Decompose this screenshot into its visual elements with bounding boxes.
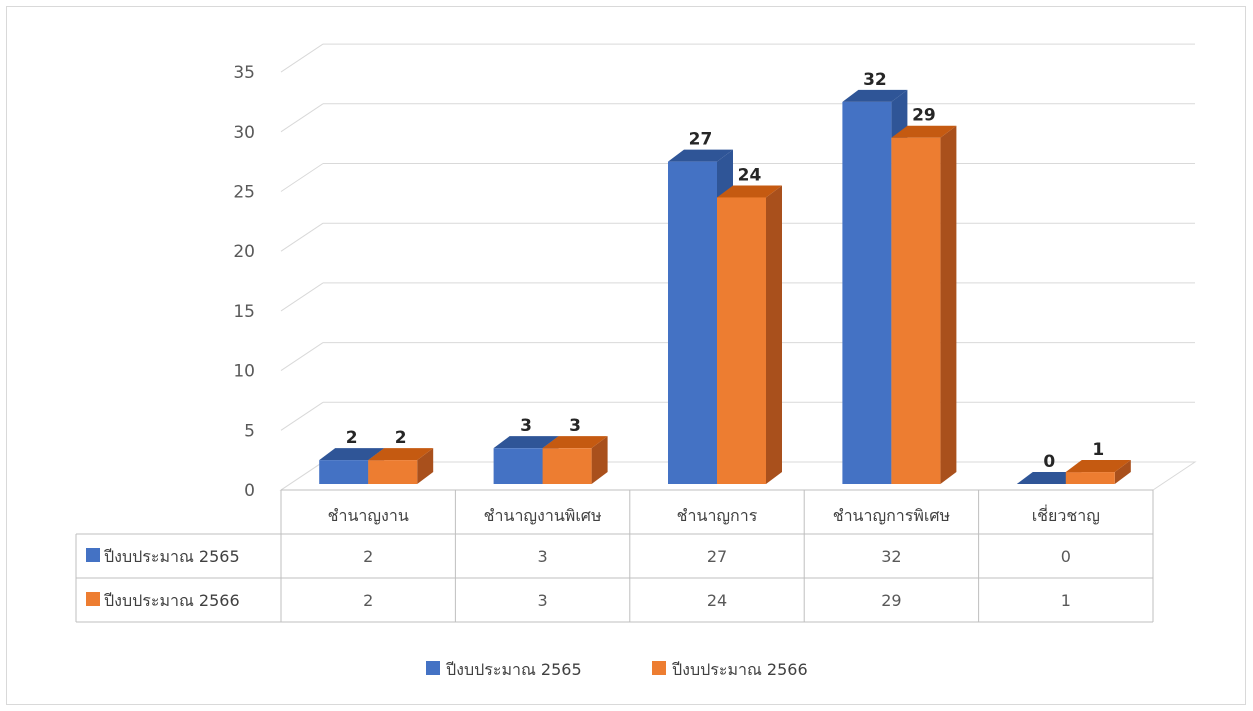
- y-tick-label: 25: [233, 183, 255, 203]
- bar: [668, 161, 717, 484]
- table-cell: 2: [363, 591, 373, 610]
- table-series-name: ปีงบประมาณ 2566: [104, 591, 240, 610]
- gridline-side: [280, 222, 324, 252]
- gridline-side: [280, 163, 324, 192]
- bar-side: [1114, 460, 1131, 484]
- data-label: 2: [395, 428, 407, 448]
- bar: [542, 448, 592, 484]
- bar-top: [368, 448, 434, 461]
- bar-top: [493, 436, 559, 449]
- bar-top: [542, 436, 608, 449]
- y-tick-label: 0: [244, 481, 255, 501]
- legend-key: [426, 661, 440, 675]
- table-cell: 29: [881, 591, 901, 610]
- bar: [1065, 472, 1115, 484]
- bar: [891, 137, 941, 485]
- y-tick-label: 10: [233, 362, 255, 382]
- table-cell: 3: [538, 591, 548, 610]
- data-label: 2: [346, 428, 358, 448]
- bar-side: [940, 125, 957, 485]
- bar-top: [319, 448, 385, 461]
- gridline-side: [280, 282, 324, 312]
- category-label: ชำนาญการพิเศษ: [833, 506, 950, 525]
- table-cell: 24: [707, 591, 727, 610]
- table-cell: 3: [538, 547, 548, 566]
- data-label: 1: [1092, 440, 1104, 460]
- table-cell: 0: [1061, 547, 1071, 566]
- y-tick-label: 15: [233, 302, 255, 322]
- table-legend-key: [86, 548, 100, 562]
- bar: [842, 101, 892, 485]
- category-label: ชำนาญการ: [677, 506, 758, 525]
- data-label: 24: [738, 165, 762, 185]
- chart-frame: [6, 6, 1246, 705]
- gridline-side: [280, 103, 324, 133]
- gridline-side: [280, 401, 324, 431]
- legend-label: ปีงบประมาณ 2565: [446, 660, 582, 679]
- bar: [368, 460, 418, 484]
- data-label: 32: [863, 70, 887, 90]
- y-tick-label: 5: [244, 421, 255, 441]
- data-label: 3: [520, 416, 532, 436]
- gridline-side: [280, 461, 324, 491]
- bar-side: [591, 436, 608, 484]
- legend-key: [652, 661, 666, 675]
- bar-top: [668, 149, 733, 162]
- category-label: ชำนาญงานพิเศษ: [484, 506, 602, 525]
- bar-side: [417, 448, 434, 484]
- bar: [319, 460, 369, 484]
- bar-top: [891, 125, 957, 138]
- category-label: ชำนาญงาน: [328, 506, 409, 525]
- table-cell: 32: [881, 547, 901, 566]
- data-label: 0: [1043, 452, 1055, 472]
- bar-side: [766, 185, 782, 484]
- bar: [717, 197, 766, 484]
- gridline-side: [280, 342, 324, 372]
- data-label: 3: [569, 416, 581, 436]
- bar-top: [842, 89, 908, 102]
- y-tick-label: 30: [233, 123, 255, 143]
- table-cell: 1: [1061, 591, 1071, 610]
- bar-top: [717, 185, 782, 198]
- data-label: 29: [912, 106, 936, 126]
- category-label: เชี่ยวชาญ: [1032, 504, 1100, 525]
- bar-top: [1016, 472, 1082, 484]
- table-cell: 2: [363, 547, 373, 566]
- bar-top: [1065, 460, 1131, 473]
- table-series-name: ปีงบประมาณ 2565: [104, 547, 240, 566]
- table-cell: 27: [707, 547, 727, 566]
- table-legend-key: [86, 592, 100, 606]
- data-label: 27: [689, 130, 713, 150]
- legend-label: ปีงบประมาณ 2566: [672, 660, 808, 679]
- y-tick-label: 20: [233, 242, 255, 262]
- y-tick-label: 35: [233, 63, 255, 83]
- bar: [493, 448, 543, 484]
- gridline-side: [280, 43, 324, 73]
